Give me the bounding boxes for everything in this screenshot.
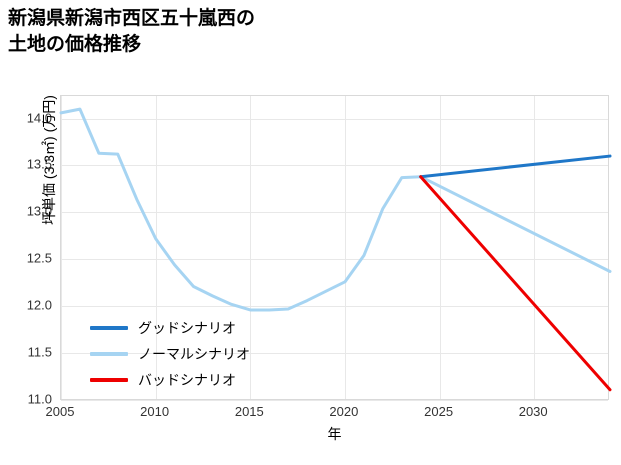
gridline-y	[61, 259, 608, 261]
ytick-label: 11.5	[27, 344, 52, 360]
gridline-x	[61, 96, 62, 399]
gridline-x	[534, 96, 536, 399]
ytick-label: 13.0	[26, 203, 52, 219]
gridline-x	[344, 96, 346, 399]
gridline-y	[61, 353, 608, 355]
line-bad-scenario	[419, 175, 612, 392]
legend-swatch-good	[90, 326, 128, 330]
gridline-x	[250, 96, 252, 399]
legend-item-bad: バッドシナリオ	[90, 367, 320, 393]
gridline-x	[439, 96, 441, 399]
line-good-scenario	[419, 154, 612, 179]
legend-swatch-bad	[90, 378, 128, 382]
legend-label-normal: ノーマルシナリオ	[138, 346, 250, 362]
x-axis-label: 年	[327, 426, 342, 442]
xtick-label: 2010	[140, 404, 170, 419]
y-axis-label: 坪単価 (3.3㎡) (万円)	[41, 95, 57, 225]
gridline-y	[61, 306, 608, 308]
chart-plot-area	[59, 95, 612, 401]
legend-item-normal: ノーマルシナリオ	[90, 341, 320, 367]
gridline-y	[61, 212, 608, 214]
xtick-label: 2015	[234, 404, 264, 419]
page-title: 新潟県新潟市西区五十嵐西の 土地の価格推移	[8, 8, 256, 55]
gridline-x	[155, 96, 157, 399]
xtick-label: 2025	[424, 404, 454, 419]
ytick-label: 12.5	[26, 250, 52, 266]
legend-label-bad: バッドシナリオ	[138, 372, 236, 388]
legend-swatch-normal	[90, 352, 128, 356]
ytick-label: 12.0	[26, 297, 52, 313]
ytick-label: 14.0	[26, 110, 52, 125]
legend-item-good: グッドシナリオ	[90, 315, 320, 341]
legend-label-good: グッドシナリオ	[138, 320, 236, 336]
xtick-label: 2020	[329, 404, 359, 419]
gridline-y	[61, 400, 608, 401]
chart-series-lines	[59, 107, 612, 392]
gridline-y	[61, 165, 608, 167]
xtick-label: 2005	[45, 404, 75, 419]
xtick-label: 2030	[518, 404, 548, 419]
chart-legend: グッドシナリオ ノーマルシナリオ バッドシナリオ	[90, 315, 320, 393]
line-normal-scenario	[59, 107, 612, 312]
ytick-label: 13.5	[26, 156, 52, 172]
gridline-y	[61, 118, 608, 120]
ytick-label: 11.0	[27, 391, 52, 407]
